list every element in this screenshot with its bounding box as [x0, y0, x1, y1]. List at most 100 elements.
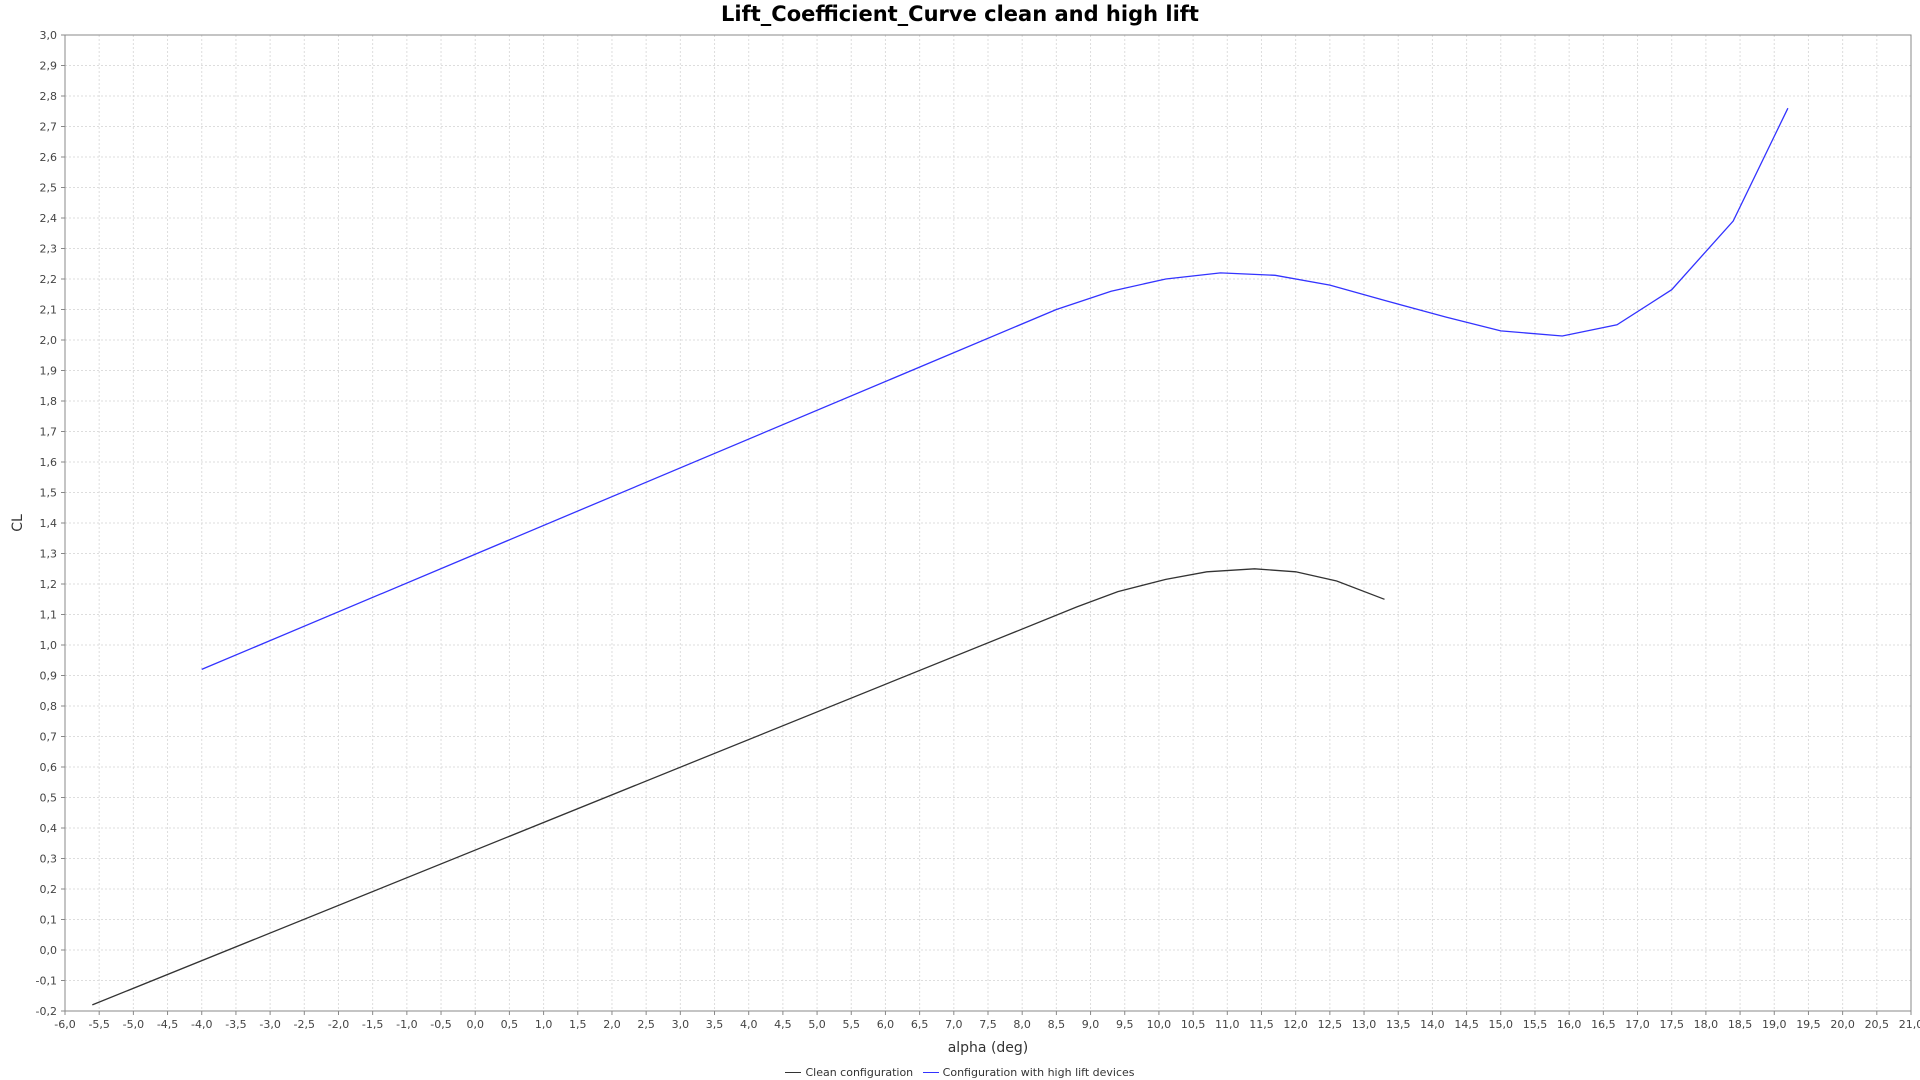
- chart-title: Lift_Coefficient_Curve clean and high li…: [721, 2, 1199, 26]
- legend-swatch-clean: [785, 1072, 802, 1073]
- legend-swatch-high-lift: [922, 1072, 939, 1073]
- y-tick-label: 0,5: [40, 792, 58, 805]
- x-tick-label: 14,0: [1420, 1018, 1445, 1031]
- y-tick-label: 2,6: [40, 151, 58, 164]
- x-tick-label: 5,5: [843, 1018, 861, 1031]
- x-axis: -6,0 -5,5 -5,0 -4,5 -4,0 -3,5 -3,0 -2,5 -2,0 -1,5…: [54, 1011, 1920, 1031]
- y-tick-label: 0,9: [40, 670, 58, 683]
- x-axis-label: alpha (deg): [948, 1040, 1029, 1056]
- y-tick-label: 0,6: [40, 761, 58, 774]
- x-tick-label: 2,5: [637, 1018, 655, 1031]
- x-tick-label: 8,0: [1013, 1018, 1031, 1031]
- grid-lines: [64, 34, 1912, 1012]
- y-tick-label: 0,0: [40, 944, 58, 957]
- legend-item-high-lift: Configuration with high lift devices: [922, 1066, 1135, 1079]
- x-tick-label: -4,0: [191, 1018, 212, 1031]
- y-tick-label: 1,9: [40, 365, 58, 378]
- x-tick-label: 19,5: [1796, 1018, 1821, 1031]
- x-tick-label: -2,5: [294, 1018, 315, 1031]
- x-tick-label: 18,5: [1728, 1018, 1753, 1031]
- x-tick-label: -0,5: [430, 1018, 451, 1031]
- x-tick-label: 6,0: [877, 1018, 895, 1031]
- x-tick-label: 11,5: [1249, 1018, 1274, 1031]
- y-tick-label: -0,1: [36, 975, 57, 988]
- series-line-clean: [92, 568, 1385, 1006]
- x-tick-label: 14,5: [1454, 1018, 1479, 1031]
- x-tick-label: 3,0: [672, 1018, 690, 1031]
- x-tick-label: -1,0: [396, 1018, 417, 1031]
- y-tick-label: 2,8: [40, 90, 58, 103]
- x-tick-label: 9,0: [1082, 1018, 1100, 1031]
- y-tick-label: 1,5: [40, 487, 58, 500]
- x-tick-label: -1,5: [362, 1018, 383, 1031]
- y-tick-label: 2,2: [40, 273, 58, 286]
- x-tick-label: 10,5: [1181, 1018, 1206, 1031]
- y-axis: -0,2 -0,1 0,0 0,1 0,2 0,3 0,4 0,5 0,6 0,7 0,8 0,9 1,…: [36, 29, 65, 1018]
- y-tick-label: 1,7: [40, 426, 58, 439]
- x-tick-label: 4,0: [740, 1018, 758, 1031]
- y-tick-label: 2,9: [40, 60, 58, 73]
- y-tick-label: 1,1: [40, 609, 58, 622]
- x-tick-label: 3,5: [706, 1018, 724, 1031]
- y-tick-label: 2,7: [40, 121, 58, 134]
- series-line-high-lift: [201, 107, 1789, 670]
- x-tick-label: 20,0: [1830, 1018, 1855, 1031]
- y-tick-label: 2,5: [40, 182, 58, 195]
- y-axis-label: CL: [10, 514, 26, 532]
- x-tick-label: 15,0: [1489, 1018, 1514, 1031]
- x-tick-label: 13,5: [1386, 1018, 1411, 1031]
- x-tick-label: 15,5: [1523, 1018, 1548, 1031]
- x-tick-label: -3,5: [225, 1018, 246, 1031]
- y-tick-label: 0,4: [40, 822, 58, 835]
- y-tick-label: 2,0: [40, 334, 58, 347]
- y-tick-label: 0,1: [40, 914, 58, 927]
- series-lines: [92, 107, 1789, 1006]
- x-tick-label: 1,5: [569, 1018, 587, 1031]
- x-tick-label: 10,0: [1147, 1018, 1172, 1031]
- x-tick-label: 21,0: [1899, 1018, 1920, 1031]
- y-tick-label: 3,0: [40, 29, 58, 42]
- x-tick-label: -5,0: [123, 1018, 144, 1031]
- y-tick-label: -0,2: [36, 1005, 57, 1018]
- x-tick-label: 16,0: [1557, 1018, 1582, 1031]
- y-tick-label: 0,2: [40, 883, 58, 896]
- y-tick-label: 1,4: [40, 517, 58, 530]
- x-tick-label: 7,5: [979, 1018, 997, 1031]
- y-tick-label: 2,1: [40, 304, 58, 317]
- legend-label-clean: Clean configuration: [805, 1066, 914, 1079]
- y-tick-label: 2,4: [40, 212, 58, 225]
- x-tick-label: 17,0: [1625, 1018, 1650, 1031]
- x-tick-label: 0,0: [466, 1018, 484, 1031]
- y-tick-label: 1,3: [40, 548, 58, 561]
- x-tick-label: 17,5: [1659, 1018, 1684, 1031]
- x-tick-label: 13,0: [1352, 1018, 1377, 1031]
- x-tick-label: -4,5: [157, 1018, 178, 1031]
- y-tick-label: 1,2: [40, 578, 58, 591]
- x-tick-label: 0,5: [501, 1018, 519, 1031]
- y-tick-label: 0,8: [40, 700, 58, 713]
- x-tick-label: 12,5: [1318, 1018, 1343, 1031]
- x-tick-label: 6,5: [911, 1018, 929, 1031]
- y-tick-label: 1,8: [40, 395, 58, 408]
- y-tick-label: 2,3: [40, 243, 58, 256]
- legend-item-clean: Clean configuration: [785, 1066, 913, 1079]
- x-tick-label: -5,5: [88, 1018, 109, 1031]
- x-tick-label: 2,0: [603, 1018, 621, 1031]
- x-tick-label: 11,0: [1215, 1018, 1240, 1031]
- x-tick-label: 20,5: [1865, 1018, 1890, 1031]
- x-tick-label: -2,0: [328, 1018, 349, 1031]
- y-tick-label: 0,3: [40, 853, 58, 866]
- x-tick-label: -3,0: [259, 1018, 280, 1031]
- x-tick-label: 4,5: [774, 1018, 792, 1031]
- x-tick-label: -6,0: [54, 1018, 75, 1031]
- x-tick-label: 18,0: [1694, 1018, 1719, 1031]
- x-tick-label: 8,5: [1048, 1018, 1066, 1031]
- legend-label-high-lift: Configuration with high lift devices: [942, 1066, 1135, 1079]
- y-tick-label: 1,0: [40, 639, 58, 652]
- y-tick-label: 0,7: [40, 731, 58, 744]
- y-tick-label: 1,6: [40, 456, 58, 469]
- legend: Clean configuration Configuration with h…: [0, 1063, 1920, 1079]
- x-tick-label: 7,0: [945, 1018, 963, 1031]
- x-tick-label: 12,0: [1283, 1018, 1308, 1031]
